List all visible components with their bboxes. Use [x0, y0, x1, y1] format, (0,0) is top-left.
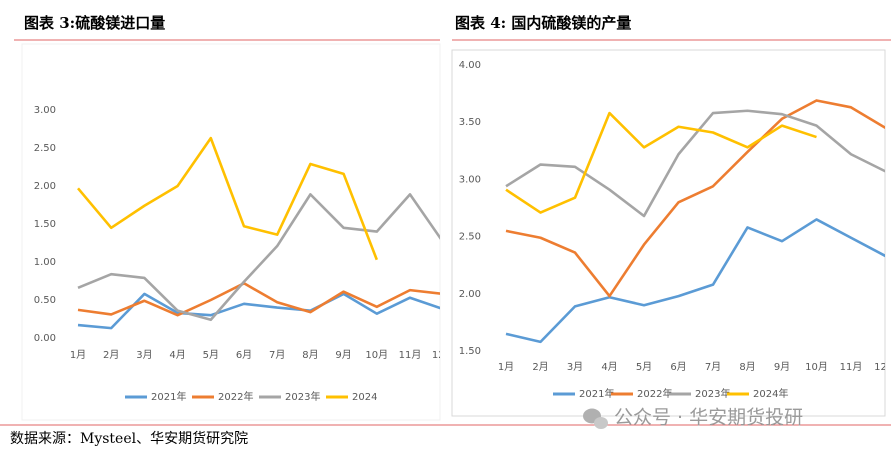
x-tick-label: 12月 — [432, 349, 455, 361]
x-tick-label: 10月 — [805, 361, 828, 373]
y-tick-label: 0.00 — [34, 333, 56, 344]
series-line — [77, 281, 440, 317]
watermark-icon — [583, 408, 608, 429]
series-line — [505, 111, 817, 214]
x-tick-label: 7月 — [269, 349, 285, 361]
x-tick-label: 6月 — [236, 349, 252, 361]
legend-label: 2021年 — [151, 390, 186, 403]
x-tick-label: 8月 — [302, 349, 318, 361]
x-tick-label: 5月 — [636, 361, 652, 373]
watermark: 公众号 · 华安期货投研 — [614, 407, 803, 429]
legend-label: 2024 — [352, 392, 377, 403]
y-tick-label: 2.50 — [34, 143, 56, 154]
x-tick-label: 1月 — [498, 361, 514, 373]
chart-title: 图表 4: 国内硫酸镁的产量 — [455, 14, 631, 32]
y-tick-label: 2.00 — [459, 289, 481, 300]
y-tick-label: 1.50 — [459, 346, 481, 357]
x-tick-label: 7月 — [705, 361, 721, 373]
series-line — [505, 99, 885, 298]
plot: 0.00 0.50 1.00 1.50 2.00 2.50 3.00 1月 2月 3月 4月 5月 6月… — [34, 105, 455, 361]
y-tick-label: 4.00 — [459, 60, 481, 71]
legend-label: 2023年 — [285, 390, 320, 403]
x-tick-label: 2月 — [532, 361, 548, 373]
x-tick-label: 9月 — [774, 361, 790, 373]
chart-frame — [451, 49, 886, 417]
source-note: 数据来源：Mysteel、华安期货研究院 — [10, 430, 248, 447]
x-tick-label: 9月 — [335, 349, 351, 361]
x-tick-label: 12月 — [874, 361, 891, 373]
plot: 1.50 2.00 2.50 3.00 3.50 4.00 1月 2月 3月 4月 5月 6月 7月 8月… — [459, 60, 891, 373]
x-tick-label: 10月 — [365, 349, 388, 361]
legend-label: 2022年 — [218, 390, 253, 403]
x-tick-label: 4月 — [601, 361, 617, 373]
series-line — [77, 193, 440, 322]
y-tick-label: 3.00 — [459, 174, 481, 185]
y-tick-label: 3.00 — [34, 105, 56, 116]
x-tick-label: 11月 — [840, 361, 863, 373]
x-tick-label: 2月 — [103, 349, 119, 361]
x-tick-label: 1月 — [70, 349, 86, 361]
legend-label: 2023年 — [695, 387, 730, 400]
series-line — [505, 109, 885, 218]
series-line — [77, 292, 440, 330]
y-tick-label: 3.50 — [459, 117, 481, 128]
series-line — [77, 136, 379, 261]
x-tick-label: 8月 — [739, 361, 755, 373]
x-tick-label: 5月 — [203, 349, 219, 361]
legend-label: 2021年 — [579, 387, 614, 400]
chart-title: 图表 3:硫酸镁进口量 — [24, 14, 165, 32]
legend-label: 2024年 — [753, 387, 788, 400]
x-tick-label: 6月 — [670, 361, 686, 373]
x-tick-label: 3月 — [136, 349, 152, 361]
y-tick-label: 1.50 — [34, 219, 56, 230]
series-line — [505, 218, 885, 344]
x-tick-label: 4月 — [169, 349, 185, 361]
x-tick-label: 11月 — [399, 349, 422, 361]
y-tick-label: 2.50 — [459, 232, 481, 243]
y-tick-label: 2.00 — [34, 181, 56, 192]
legend-label: 2022年 — [637, 387, 672, 400]
y-tick-label: 1.00 — [34, 257, 56, 268]
y-tick-label: 0.50 — [34, 295, 56, 306]
x-tick-label: 3月 — [567, 361, 583, 373]
